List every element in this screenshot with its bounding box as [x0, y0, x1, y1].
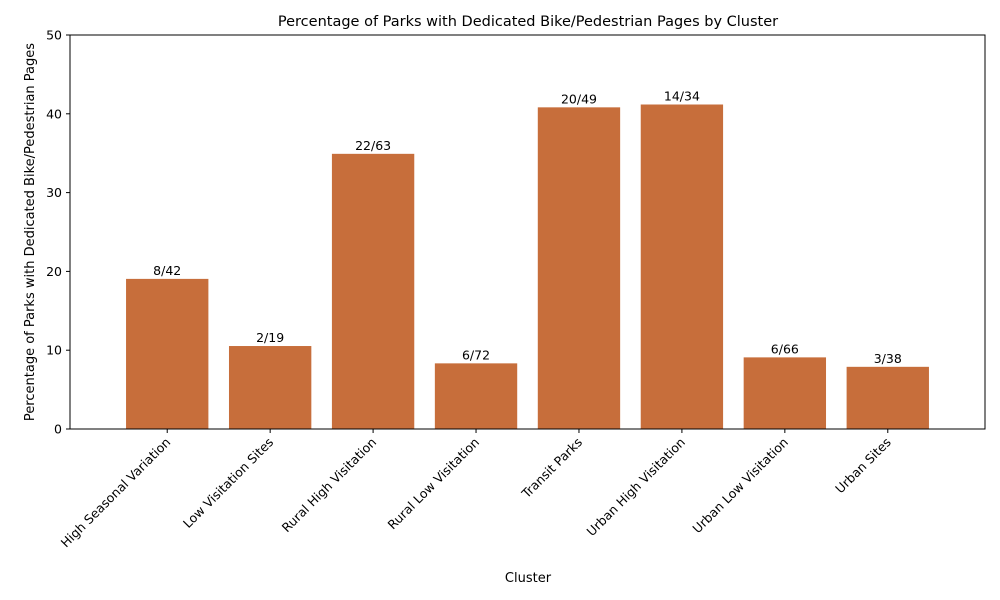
x-tick-label: Rural Low Visitation: [384, 435, 482, 533]
bar: [846, 366, 929, 429]
bar-value-label: 20/49: [561, 91, 597, 106]
y-tick-label: 0: [54, 422, 62, 437]
bar: [126, 278, 209, 429]
x-tick-label: Urban Low Visitation: [689, 435, 791, 537]
x-tick-label: Transit Parks: [518, 435, 585, 502]
bar-value-label: 6/72: [462, 347, 490, 362]
x-tick-label: High Seasonal Variation: [58, 435, 174, 551]
bar: [228, 346, 312, 429]
bar-value-label: 8/42: [153, 263, 181, 278]
y-tick-label: 10: [46, 343, 62, 358]
bar-value-label: 3/38: [874, 351, 902, 366]
y-tick-label: 30: [46, 185, 62, 200]
x-tick-label: Urban Sites: [832, 435, 894, 497]
y-tick-label: 50: [46, 28, 62, 43]
y-tick-label: 20: [46, 264, 62, 279]
bar-value-label: 22/63: [355, 138, 391, 153]
bar: [434, 363, 518, 429]
plot-frame: [69, 34, 986, 430]
bar-labels: 8/42 2/19 22/63 6/72 20/49 14/34 6/66 3/38: [153, 89, 902, 366]
bar: [743, 357, 827, 429]
x-tick-label: Urban High Visitation: [584, 435, 688, 539]
x-tick-label: Low Visitation Sites: [180, 435, 276, 531]
bar-value-label: 14/34: [664, 89, 700, 104]
x-axis-label: Cluster: [505, 571, 552, 586]
chart-title: Percentage of Parks with Dedicated Bike/…: [278, 14, 778, 30]
bar-value-label: 6/66: [771, 341, 799, 356]
y-axis-label: Percentage of Parks with Dedicated Bike/…: [23, 43, 38, 421]
bars: [126, 104, 929, 430]
bar: [640, 104, 724, 430]
bar-value-label: 2/19: [256, 330, 284, 345]
y-tick-label: 40: [46, 106, 62, 121]
bar: [537, 107, 621, 429]
bar: [331, 153, 415, 430]
y-axis: 0 10 20 30 40 50: [46, 28, 70, 437]
x-axis: High Seasonal Variation Low Visitation Si…: [58, 429, 894, 550]
x-tick-label: Rural High Visitation: [279, 435, 380, 536]
